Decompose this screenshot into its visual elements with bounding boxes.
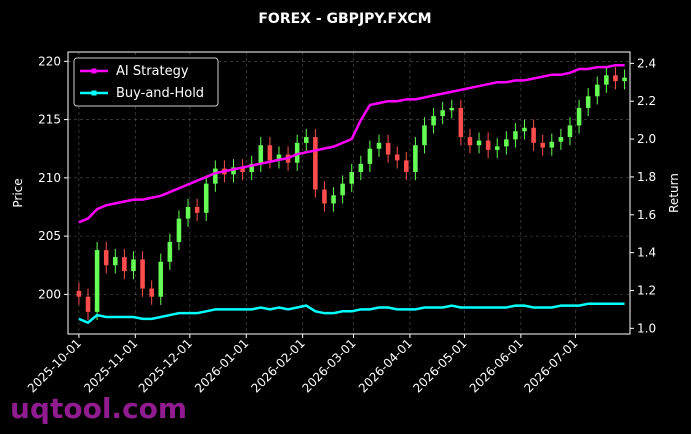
candle-body [440,110,445,117]
candle-body [267,145,273,161]
watermark: uqtool.com [10,392,187,425]
candle-body [240,167,245,173]
candle-body [113,257,118,266]
y2-axis-label: Return [667,173,681,213]
candle-body [340,183,345,196]
x-tick-label: 2026-03-01 [299,336,358,395]
line-series [78,302,625,325]
candle-body [522,127,527,132]
x-tick-label: 2026-02-01 [249,336,308,395]
candle-body [76,290,82,297]
y2-tick-label: 2.0 [637,132,656,146]
x-tick-label: 2026-05-01 [410,336,469,395]
x-tick-label: 2026-07-01 [521,336,580,395]
legend-label: Buy-and-Hold [116,86,204,101]
candle-body [213,168,218,184]
y-tick-label: 205 [38,229,61,243]
candle-body [94,250,100,312]
candle-body [594,84,600,97]
y2-tick-label: 1.4 [637,246,656,260]
x-tick-label: 2026-06-01 [467,336,526,395]
candle-body [158,261,164,297]
x-tick-label: 2026-04-01 [356,336,415,395]
candle-body [458,107,464,138]
candle-body [294,142,300,163]
legend: AI Strategy Buy-and-Hold [73,57,219,107]
legend-label: AI Strategy [116,64,189,79]
candle-body [476,140,482,146]
candle-body [249,163,254,173]
candle-body [258,145,264,164]
candle-body [467,137,473,146]
candle-body [203,183,209,213]
candle-body [331,195,336,204]
legend-box [73,57,219,107]
candle-body [431,116,436,126]
candle-body [276,154,282,161]
candle-body [494,146,500,150]
candle-body [194,206,200,213]
x-tick-label: 2025-11-01 [81,336,140,395]
candle-body [449,107,455,111]
candle-body [558,137,564,142]
plot-frame [67,51,631,335]
y-tick-label: 200 [38,287,61,301]
candle-body [485,140,491,150]
candle-body [367,148,373,164]
candle-body [131,259,136,272]
candle-body [549,141,555,148]
chart-title: FOREX - GBPJPY.FXCM [258,11,431,27]
y-axis-label: Price [11,178,25,207]
candle-body [604,75,609,85]
candle-body [413,145,418,173]
candle-body [167,241,173,262]
y2-tick-label: 1.8 [637,170,656,184]
x-tick-label: 2025-12-01 [136,336,195,395]
x-tick-label: 2026-01-01 [192,336,251,395]
candle-body [531,127,536,143]
candle-body [176,218,182,242]
candle-body [622,77,627,82]
y-tick-label: 220 [38,54,61,68]
candle-body [376,142,382,149]
candle-body [140,259,145,289]
y2-tick-label: 1.0 [637,321,656,335]
candle-body [613,75,618,82]
candle-body [322,189,327,204]
candle-body [422,125,427,146]
candle-body [85,296,91,312]
candle-body [349,172,355,184]
candle-body [394,154,400,161]
y2-tick-label: 2.2 [637,94,656,108]
y-tick-label: 215 [38,113,61,127]
candle-body [540,142,545,148]
candle-body [567,125,573,138]
candle-body [385,142,391,155]
x-tick-label: 2025-10-01 [25,336,84,395]
candle-body [313,137,318,190]
candle-body [303,137,309,143]
legend-marker [91,90,97,96]
candle-body [513,131,518,140]
candle-body [576,107,582,126]
candle-body [122,257,127,272]
candle-body [358,163,364,173]
candle-body [149,288,154,297]
candle-body [504,139,509,147]
candle-body [103,250,109,266]
candle-body [185,206,191,219]
candle-body [585,96,591,108]
y2-tick-label: 1.2 [637,283,656,297]
y-tick-label: 210 [38,171,61,185]
y2-tick-label: 2.4 [637,56,656,70]
line-series [78,63,625,224]
y2-tick-label: 1.6 [637,208,656,222]
candle-body [404,160,409,173]
legend-marker [91,68,97,74]
candle-body [231,167,236,175]
